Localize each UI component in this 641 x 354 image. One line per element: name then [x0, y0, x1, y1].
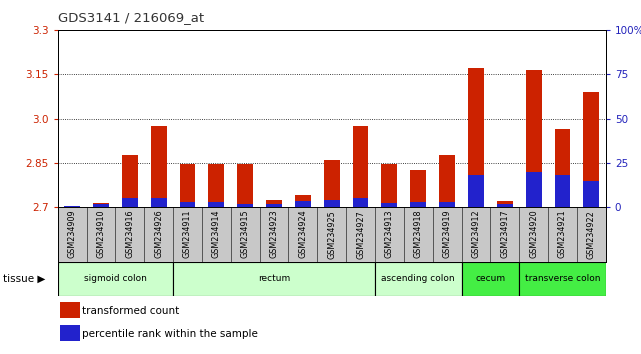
Bar: [179, 202, 196, 207]
Bar: [439, 202, 455, 207]
Bar: [526, 172, 542, 207]
Bar: [64, 206, 80, 207]
Bar: [468, 175, 484, 207]
Bar: [375, 262, 462, 296]
Bar: [151, 198, 167, 207]
Text: GSM234911: GSM234911: [183, 210, 192, 258]
Bar: [381, 164, 397, 207]
Bar: [208, 202, 224, 207]
Bar: [353, 198, 369, 207]
Bar: [266, 204, 282, 207]
Bar: [526, 70, 542, 207]
Bar: [295, 201, 311, 207]
Bar: [295, 195, 311, 207]
Text: GSM234909: GSM234909: [67, 210, 77, 258]
Text: GSM234926: GSM234926: [154, 210, 163, 258]
Bar: [122, 155, 138, 207]
Bar: [353, 126, 369, 207]
Bar: [497, 204, 513, 207]
Bar: [554, 175, 570, 207]
Bar: [237, 164, 253, 207]
Text: tissue ▶: tissue ▶: [3, 274, 46, 284]
Bar: [583, 181, 599, 207]
Text: percentile rank within the sample: percentile rank within the sample: [82, 329, 258, 339]
Text: GSM234918: GSM234918: [413, 210, 423, 258]
Text: GSM234914: GSM234914: [212, 210, 221, 258]
Bar: [208, 164, 224, 207]
Text: GSM234917: GSM234917: [500, 210, 510, 258]
Bar: [439, 155, 455, 207]
Bar: [266, 200, 282, 207]
Bar: [64, 206, 80, 207]
Bar: [554, 129, 570, 207]
Bar: [122, 198, 138, 207]
Text: GSM234915: GSM234915: [240, 210, 250, 258]
Text: GSM234913: GSM234913: [385, 210, 394, 258]
Bar: [324, 200, 340, 207]
Bar: [93, 204, 109, 207]
Bar: [381, 202, 397, 207]
Bar: [60, 325, 79, 342]
Bar: [237, 204, 253, 207]
Text: GSM234912: GSM234912: [471, 210, 481, 258]
Bar: [179, 164, 196, 207]
Text: GSM234916: GSM234916: [125, 210, 135, 258]
Text: GSM234924: GSM234924: [298, 210, 308, 258]
Text: GDS3141 / 216069_at: GDS3141 / 216069_at: [58, 11, 204, 24]
Text: GSM234910: GSM234910: [96, 210, 106, 258]
Text: GSM234921: GSM234921: [558, 210, 567, 258]
Bar: [58, 262, 173, 296]
Bar: [497, 201, 513, 207]
Text: GSM234920: GSM234920: [529, 210, 538, 258]
Text: GSM234922: GSM234922: [587, 210, 596, 258]
Text: sigmoid colon: sigmoid colon: [84, 274, 147, 283]
Bar: [60, 302, 79, 319]
Text: cecum: cecum: [476, 274, 505, 283]
Text: transformed count: transformed count: [82, 306, 179, 316]
Bar: [410, 202, 426, 207]
Text: GSM234919: GSM234919: [442, 210, 452, 258]
Bar: [151, 126, 167, 207]
Text: rectum: rectum: [258, 274, 290, 283]
Bar: [410, 170, 426, 207]
Bar: [173, 262, 375, 296]
Text: transverse colon: transverse colon: [525, 274, 600, 283]
Bar: [324, 160, 340, 207]
Text: GSM234925: GSM234925: [327, 210, 337, 258]
Bar: [519, 262, 606, 296]
Text: GSM234923: GSM234923: [269, 210, 279, 258]
Bar: [468, 68, 484, 207]
Bar: [462, 262, 519, 296]
Text: ascending colon: ascending colon: [381, 274, 455, 283]
Bar: [93, 202, 109, 207]
Bar: [583, 92, 599, 207]
Text: GSM234927: GSM234927: [356, 210, 365, 258]
